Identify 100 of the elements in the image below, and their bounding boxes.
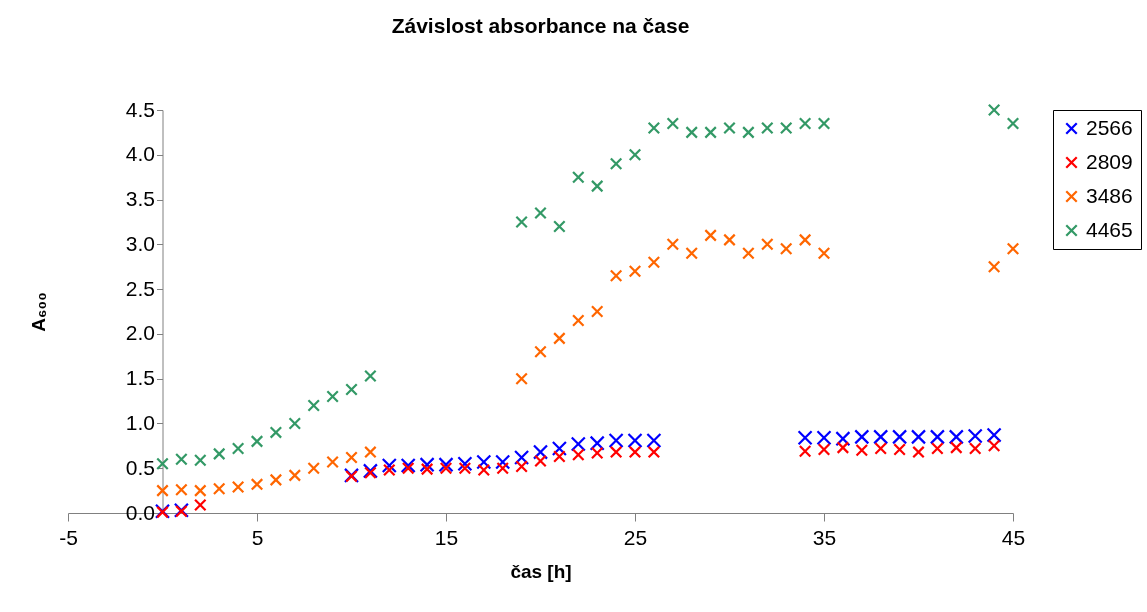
point xyxy=(231,442,245,455)
point xyxy=(609,445,623,459)
point xyxy=(874,442,888,455)
point xyxy=(420,462,434,476)
point xyxy=(647,121,661,135)
point xyxy=(458,461,472,475)
point xyxy=(968,442,982,455)
point xyxy=(1006,117,1020,130)
point xyxy=(590,179,604,193)
point xyxy=(891,429,908,445)
point xyxy=(666,237,680,251)
point xyxy=(948,429,964,445)
point xyxy=(515,460,528,473)
y-tick-label: 1.5 xyxy=(125,366,155,390)
point xyxy=(929,429,946,445)
point xyxy=(723,121,736,135)
point xyxy=(250,435,264,448)
point xyxy=(967,428,983,444)
y-tick-label: 0.0 xyxy=(125,500,155,524)
point xyxy=(854,429,870,445)
point xyxy=(798,233,812,247)
point xyxy=(534,206,547,220)
point xyxy=(571,314,585,327)
point xyxy=(628,264,642,278)
point xyxy=(893,443,906,456)
point xyxy=(646,432,662,449)
point xyxy=(835,431,851,447)
point xyxy=(742,246,755,260)
point xyxy=(685,126,699,139)
point xyxy=(609,269,623,283)
point xyxy=(590,446,604,460)
point xyxy=(401,461,415,475)
point xyxy=(175,452,188,466)
y-tick-label: 1.0 xyxy=(125,410,155,434)
point xyxy=(551,440,568,457)
point xyxy=(779,242,793,256)
point xyxy=(589,435,605,451)
point xyxy=(250,478,264,491)
point xyxy=(608,432,624,449)
point xyxy=(515,372,528,386)
point xyxy=(457,456,473,472)
point xyxy=(817,117,831,130)
point xyxy=(779,121,793,135)
point xyxy=(931,442,944,455)
point xyxy=(571,170,585,184)
point xyxy=(949,441,963,454)
x-tick-label: -5 xyxy=(59,525,78,549)
point xyxy=(307,461,321,475)
point xyxy=(628,445,642,459)
point xyxy=(723,233,736,247)
y-tick-label: 4.5 xyxy=(125,97,155,121)
x-tick-label: 45 xyxy=(1001,525,1026,549)
y-tick-label: 0.5 xyxy=(125,455,155,479)
point xyxy=(627,432,643,449)
point xyxy=(760,121,774,135)
x-tick-label: 5 xyxy=(251,525,264,549)
point xyxy=(515,215,528,229)
point xyxy=(912,445,925,459)
point xyxy=(326,455,339,469)
point xyxy=(647,445,661,459)
point xyxy=(288,469,302,482)
point xyxy=(987,103,1001,117)
point xyxy=(326,390,339,403)
point xyxy=(987,260,1001,274)
point xyxy=(364,445,377,459)
point xyxy=(345,451,358,464)
point xyxy=(534,345,547,359)
y-tick-label: 2.5 xyxy=(125,276,155,300)
point xyxy=(231,480,245,494)
point xyxy=(212,482,226,496)
point xyxy=(269,473,283,487)
point xyxy=(910,429,927,445)
y-tick-label: 2.0 xyxy=(125,321,155,345)
point xyxy=(193,484,207,497)
point xyxy=(553,220,566,233)
point xyxy=(836,441,850,454)
point xyxy=(495,454,511,470)
point xyxy=(438,457,454,473)
point xyxy=(742,126,755,139)
point xyxy=(685,246,699,260)
point xyxy=(193,498,207,512)
x-tick-label: 25 xyxy=(623,525,648,549)
y-tick-label: 3.0 xyxy=(125,231,155,255)
point xyxy=(476,454,492,470)
point xyxy=(513,449,530,466)
point xyxy=(855,443,869,457)
y-tick-label: 4.0 xyxy=(125,142,155,166)
x-tick-label: 15 xyxy=(434,525,459,549)
x-tick-label: 35 xyxy=(812,525,837,549)
point xyxy=(345,383,358,396)
point xyxy=(381,457,397,474)
point xyxy=(647,255,661,269)
point xyxy=(400,457,416,474)
point xyxy=(553,450,566,463)
point xyxy=(175,483,188,497)
point xyxy=(798,444,812,458)
point xyxy=(570,436,586,452)
chart-title: Závislost absorbance na čase xyxy=(391,14,690,37)
point xyxy=(439,461,453,475)
point xyxy=(986,427,1002,443)
